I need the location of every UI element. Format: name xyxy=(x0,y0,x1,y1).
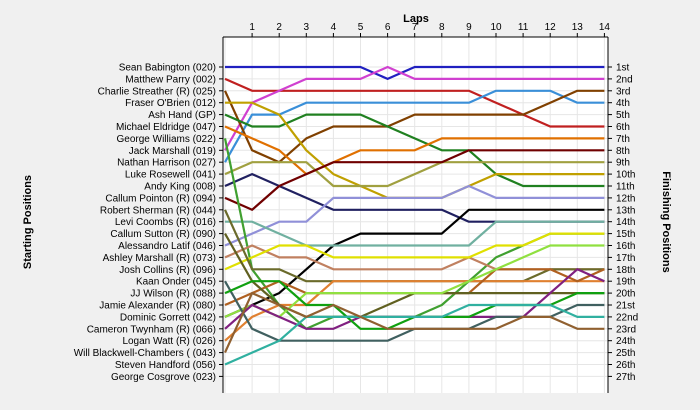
series-line-8 xyxy=(224,161,605,188)
finishing-position-label: 6th xyxy=(616,122,630,133)
lap-tick-label: 8 xyxy=(439,22,445,33)
starting-position-label: Kaan Onder (045) xyxy=(136,277,216,288)
series-line-4 xyxy=(223,89,605,164)
finishing-position-label: 7th xyxy=(616,134,630,145)
starting-position-label: Charlie Streather (R) (025) xyxy=(98,86,216,97)
finishing-position-label: 16th xyxy=(616,241,635,252)
finishing-position-label: 25th xyxy=(616,348,635,359)
series-line-11 xyxy=(224,149,605,211)
starting-position-label: Josh Collins (R) (096) xyxy=(119,265,216,276)
finishing-position-label: 17th xyxy=(616,253,635,264)
finishing-position-label: 4th xyxy=(616,98,630,109)
lap-tick-label: 13 xyxy=(572,22,584,33)
series-lines xyxy=(223,65,605,366)
starting-position-label: Matthew Parry (002) xyxy=(125,74,216,85)
finishing-position-label: 23rd xyxy=(616,324,636,335)
finishing-position-label: 21st xyxy=(616,301,635,312)
finishing-position-label: 13th xyxy=(616,205,635,216)
lap-tick-label: 1 xyxy=(249,22,255,33)
series-line-0 xyxy=(225,65,605,81)
starting-position-label: Steven Handford (056) xyxy=(115,360,216,371)
lap-tick-label: 6 xyxy=(385,22,391,33)
finishing-position-label: 11th xyxy=(616,182,635,193)
lap-tick-label: 10 xyxy=(490,22,502,33)
starting-position-label: Nathan Harrison (027) xyxy=(117,158,216,169)
starting-position-label: Michael Eldridge (047) xyxy=(116,122,216,133)
finishing-position-label: 8th xyxy=(616,146,630,157)
series-line-18 xyxy=(224,280,605,342)
starting-position-label: Robert Sherman (R) (044) xyxy=(100,205,216,216)
starting-position-label: Callum Pointon (R) (094) xyxy=(105,193,216,204)
lap-tick-label: 11 xyxy=(518,22,529,33)
starting-position-label: JJ Wilson (R) (088) xyxy=(130,289,216,300)
starting-position-label: Sean Babington (020) xyxy=(119,63,216,74)
starting-position-label: Luke Rosewell (041) xyxy=(125,170,216,181)
starting-position-label: George Williams (022) xyxy=(117,134,216,145)
starting-position-label: Fraser O'Brien (012) xyxy=(125,98,216,109)
right-axis-label: Finishing Positions xyxy=(660,171,672,272)
series-line-7 xyxy=(224,125,605,176)
series-line-13 xyxy=(225,220,605,247)
series-line-16 xyxy=(224,232,605,271)
finishing-position-label: 22nd xyxy=(616,312,638,323)
starting-position-label: Jamie Alexander (R) (080) xyxy=(99,301,216,312)
lap-tick-label: 9 xyxy=(466,22,472,33)
lap-tick-label: 7 xyxy=(412,22,418,33)
starting-position-label: Callum Sutton (R) (090) xyxy=(110,229,216,240)
finishing-position-label: 27th xyxy=(616,372,635,383)
starting-position-label: Cameron Twynham (R) (066) xyxy=(87,324,216,335)
starting-position-label: Logan Watt (R) (026) xyxy=(122,336,216,347)
finishing-position-label: 12th xyxy=(616,193,635,204)
finishing-position-label: 15th xyxy=(616,229,635,240)
finishing-position-label: 20th xyxy=(616,289,635,300)
chart-title: Laps xyxy=(403,13,429,25)
starting-position-label: George Cosgrove (023) xyxy=(111,372,216,383)
starting-position-label: Levi Coombs (R) (016) xyxy=(115,217,216,228)
series-line-10 xyxy=(224,184,605,247)
finishing-position-label: 10th xyxy=(616,170,635,181)
lap-tick-label: 2 xyxy=(276,22,282,33)
finishing-position-label: 18th xyxy=(616,265,635,276)
lap-tick-label: 4 xyxy=(331,22,337,33)
starting-position-label: Andy King (008) xyxy=(144,182,216,193)
finishing-position-label: 3rd xyxy=(616,86,630,97)
starting-position-label: Will Blackwell-Chambers ( (043) xyxy=(74,348,216,359)
starting-position-label: Ash Hand (GP) xyxy=(148,110,216,121)
lap-tick-label: 5 xyxy=(358,22,364,33)
series-line-25 xyxy=(224,303,605,366)
finishing-position-label: 19th xyxy=(616,277,635,288)
series-line-3 xyxy=(224,89,605,163)
starting-position-label: Alessandro Latif (046) xyxy=(118,241,216,252)
finishing-position-label: 9th xyxy=(616,158,630,169)
series-line-26 xyxy=(223,292,605,354)
series-line-5 xyxy=(224,113,605,188)
starting-position-label: Jack Marshall (019) xyxy=(129,146,216,157)
finishing-position-label: 14th xyxy=(616,217,635,228)
starting-position-label: Ashley Marshall (R) (073) xyxy=(103,253,216,264)
lap-tick-label: 12 xyxy=(545,22,557,33)
left-axis-label: Starting Positions xyxy=(22,175,34,269)
series-line-2 xyxy=(224,65,605,151)
finishing-position-label: 2nd xyxy=(616,74,633,85)
finishing-position-label: 26th xyxy=(616,360,635,371)
finishing-position-label: 5th xyxy=(616,110,630,121)
lap-tick-label: 14 xyxy=(599,22,611,33)
series-line-1 xyxy=(224,77,605,128)
lap-tick-label: 3 xyxy=(304,22,310,33)
finishing-position-label: 24th xyxy=(616,336,635,347)
starting-position-label: Dominic Gorrett (042) xyxy=(120,312,216,323)
finishing-position-label: 1st xyxy=(616,63,630,74)
